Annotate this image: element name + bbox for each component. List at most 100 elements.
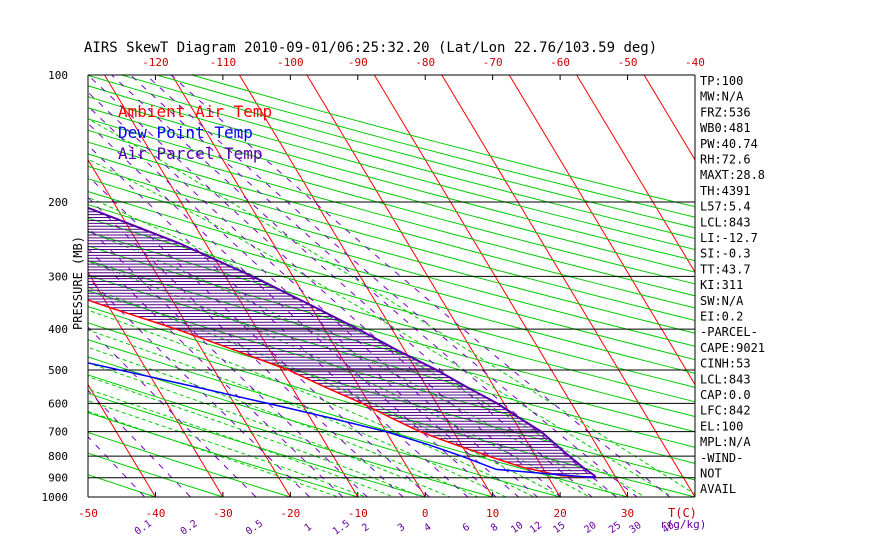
mixing-ratio-tick-label: 20 (582, 520, 598, 536)
dry-adiabat-line (88, 339, 630, 497)
dry-adiabat-line (88, 259, 695, 433)
dry-adiabat-line (88, 204, 695, 374)
mixing-ratio-tick-label: 0.5 (244, 518, 265, 537)
mixing-ratio-tick-label: 1.5 (331, 518, 352, 537)
pressure-tick-label: 100 (48, 69, 68, 82)
dry-adiabat-line (88, 274, 695, 448)
moist-adiabat-line (88, 388, 396, 497)
index-item: PW:40.74 (700, 137, 758, 151)
mixing-ratio-line (88, 389, 192, 497)
mixing-ratio-tick-label: 0.1 (133, 518, 154, 537)
dry-adiabat-line (88, 153, 695, 321)
pressure-tick-label: 500 (48, 364, 68, 377)
dry-adiabat-line (88, 392, 428, 497)
dry-adiabat-line (88, 217, 695, 388)
dry-adiabat-line (88, 496, 90, 497)
bottom-tick-label: -10 (348, 507, 368, 520)
bottom-tick-label: -40 (146, 507, 166, 520)
mixing-ratio-line (88, 196, 404, 497)
index-item: CAPE:9021 (700, 341, 765, 355)
bottom-tick-label: -50 (78, 507, 98, 520)
mixing-ratio-line (88, 175, 431, 497)
dry-adiabat-line (88, 431, 293, 497)
index-item: -PARCEL- (700, 325, 758, 339)
isotherm-line (441, 75, 695, 497)
dry-adiabat-line (88, 356, 563, 497)
moist-adiabat-line (88, 196, 646, 497)
legend-ambient-air-temp: Ambient Air Temp (118, 102, 272, 121)
moist-adiabat-line (88, 230, 619, 497)
dew-point-temp-line (88, 362, 596, 479)
index-item: MPL:N/A (700, 435, 751, 449)
dry-adiabat-line (88, 118, 695, 285)
isotherm-line (88, 383, 157, 497)
dry-adiabat-line (88, 165, 695, 334)
index-item: LCL:843 (700, 372, 751, 386)
dry-adiabat-line (88, 452, 225, 497)
index-item: LFC:842 (700, 404, 751, 418)
isotherm-line (576, 75, 695, 274)
mixing-ratio-line (145, 75, 638, 497)
mixing-ratio-line (88, 326, 257, 497)
mixing-ratio-line (88, 277, 311, 497)
dry-adiabat-line (88, 245, 695, 418)
mixing-ratio-tick-label: 2 (360, 522, 371, 534)
isotherm-line (643, 75, 695, 161)
plot-grid (0, 66, 695, 506)
dry-adiabat-line (88, 96, 695, 262)
dry-adiabat-line (88, 191, 695, 361)
dry-adiabat-line (88, 129, 695, 297)
top-tick-label: -100 (277, 56, 304, 69)
pressure-tick-label: 700 (48, 426, 68, 439)
dry-adiabat-line (88, 231, 695, 403)
isotherm-line (103, 75, 359, 497)
bottom-tick-label: 10 (486, 507, 499, 520)
index-item: -WIND- (700, 451, 743, 465)
index-item: SW:N/A (700, 294, 744, 308)
chart-title: AIRS SkewT Diagram 2010-09-01/06:25:32.2… (84, 40, 657, 56)
dry-adiabat-line (0, 66, 46, 506)
mixing-ratio-tick-label: 0.2 (179, 518, 200, 537)
dry-adiabat-line (88, 178, 695, 347)
mixing-ratio-tick-label: 25 (607, 520, 623, 536)
mixing-ratio-line (129, 75, 618, 497)
mixing-ratio-axis-label: r(g/kg) (660, 518, 706, 531)
mixing-ratio-tick-label: 3 (396, 522, 407, 534)
dry-adiabat-line (88, 322, 695, 497)
moist-adiabat-line (88, 400, 368, 497)
mixing-ratio-line (88, 247, 344, 497)
top-tick-label: -40 (685, 56, 705, 69)
dry-adiabat-line (88, 107, 695, 273)
top-tick-label: -90 (348, 56, 368, 69)
index-item: SI:-0.3 (700, 247, 751, 261)
bottom-tick-label: -30 (213, 507, 233, 520)
pressure-tick-label: 200 (48, 196, 68, 209)
air-parcel-temp-line (88, 206, 597, 479)
dry-adiabat-line (88, 474, 158, 497)
top-tick-label: -110 (210, 56, 237, 69)
pressure-tick-label: 800 (48, 450, 68, 463)
index-item: RH:72.6 (700, 153, 751, 167)
pressure-tick-label: 600 (48, 397, 68, 410)
isotherm-line (88, 158, 291, 497)
top-tick-label: -60 (550, 56, 570, 69)
plot-series (88, 206, 597, 479)
mixing-ratio-line (88, 436, 146, 497)
top-tick-label: -120 (142, 56, 169, 69)
index-item: EL:100 (700, 419, 743, 433)
mixing-ratio-tick-label: 1 (303, 522, 314, 534)
isotherm-line (508, 75, 695, 386)
index-item: LI:-12.7 (700, 231, 758, 245)
moist-adiabat-line (88, 362, 452, 497)
mixing-ratio-tick-label: 10 (509, 520, 525, 536)
ambient-air-temp-line (88, 299, 596, 479)
bottom-tick-label: 30 (621, 507, 634, 520)
index-item: NOT (700, 467, 722, 481)
index-item: MAXT:28.8 (700, 168, 765, 182)
y-axis-label: PRESSURE (MB) (71, 236, 85, 330)
legend-air-parcel-temp: Air Parcel Temp (118, 144, 263, 163)
x-axis-label: T(C) (668, 506, 697, 520)
